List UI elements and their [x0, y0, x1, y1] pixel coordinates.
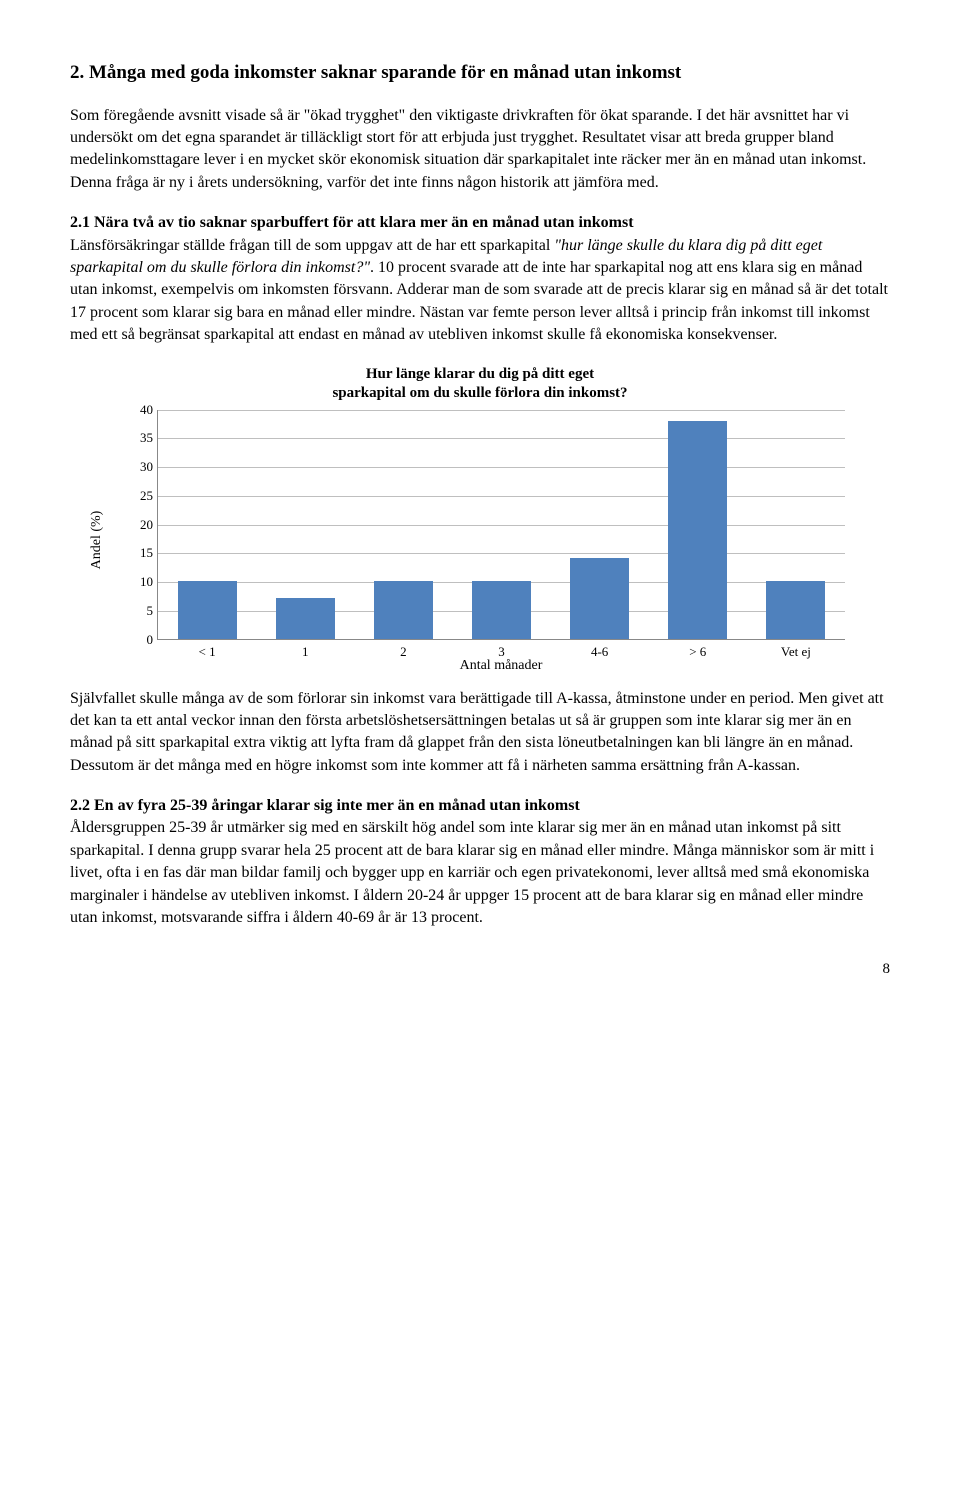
sub21-paragraph: 2.1 Nära två av tio saknar sparbuffert f… — [70, 212, 890, 346]
chart-ytick: 5 — [135, 602, 153, 620]
sub22-paragraph: 2.2 En av fyra 25-39 åringar klarar sig … — [70, 795, 890, 929]
chart-ytick: 20 — [135, 515, 153, 533]
chart-bars: < 11234-6> 6Vet ej — [158, 410, 845, 639]
chart-ytick: 40 — [135, 400, 153, 418]
chart-plot: < 11234-6> 6Vet ej — [157, 410, 845, 640]
intro-paragraph: Som föregående avsnitt visade så är "öka… — [70, 105, 890, 195]
chart-bar-slot: 1 — [256, 410, 354, 639]
chart-title-line2: sparkapital om du skulle förlora din ink… — [332, 385, 627, 401]
chart-bar-slot: 4-6 — [551, 410, 649, 639]
chart-title: Hur länge klarar du dig på ditt eget spa… — [70, 365, 890, 404]
para-after-chart: Självfallet skulle många av de som förlo… — [70, 688, 890, 778]
chart-bar-slot: 3 — [452, 410, 550, 639]
chart-title-line1: Hur länge klarar du dig på ditt eget — [366, 366, 594, 382]
chart-ytick: 0 — [135, 630, 153, 648]
chart-bar — [374, 581, 433, 638]
chart-bar — [570, 558, 629, 638]
sub22-heading: 2.2 En av fyra 25-39 åringar klarar sig … — [70, 797, 580, 814]
sub21-heading: 2.1 Nära två av tio saknar sparbuffert f… — [70, 214, 634, 231]
sub22-text: Åldersgruppen 25-39 år utmärker sig med … — [70, 819, 874, 926]
sub21-text-a: Länsförsäkringar ställde frågan till de … — [70, 237, 554, 254]
chart-bar — [472, 581, 531, 638]
section-title: 2. Många med goda inkomster saknar spara… — [70, 60, 890, 87]
chart-ytick: 15 — [135, 544, 153, 562]
chart-xlabel: Antal månader — [157, 656, 845, 676]
chart-bar — [668, 421, 727, 639]
chart-bar-slot: < 1 — [158, 410, 256, 639]
chart-ylabel: Andel (%) — [87, 510, 107, 569]
chart-bar-slot: Vet ej — [747, 410, 845, 639]
chart-ytick: 25 — [135, 487, 153, 505]
page-number: 8 — [70, 959, 890, 980]
chart-bar — [276, 598, 335, 638]
bar-chart: Hur länge klarar du dig på ditt eget spa… — [70, 365, 890, 670]
chart-bar — [766, 581, 825, 638]
chart-ytick: 30 — [135, 458, 153, 476]
chart-ytick: 35 — [135, 429, 153, 447]
chart-bar-slot: 2 — [354, 410, 452, 639]
chart-ytick: 10 — [135, 573, 153, 591]
chart-area: Andel (%) 0510152025303540 < 11234-6> 6V… — [115, 410, 845, 670]
chart-bar — [178, 581, 237, 638]
chart-bar-slot: > 6 — [649, 410, 747, 639]
